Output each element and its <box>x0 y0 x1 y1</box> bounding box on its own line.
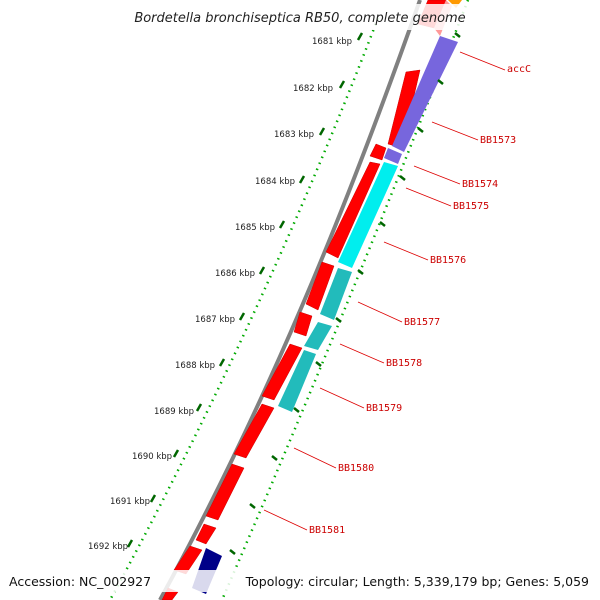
cds-arrow <box>369 143 387 161</box>
kbp-label: 1686 kbp <box>215 269 255 279</box>
reverse-strand-blocks <box>192 0 462 594</box>
teal-block <box>320 268 352 320</box>
map-title: Bordetella bronchiseptica RB50, complete… <box>134 11 465 26</box>
inner-ticks <box>229 32 461 555</box>
cds-arrow <box>325 161 381 259</box>
kbp-label: 1682 kbp <box>293 84 333 94</box>
gene-label: BB1581 <box>309 525 345 536</box>
gene-label: BB1575 <box>453 201 489 212</box>
kbp-label: 1681 kbp <box>312 37 352 47</box>
gene-label: accC <box>507 64 531 75</box>
kbp-label: 1684 kbp <box>255 177 295 187</box>
title-backdrop <box>120 4 480 30</box>
purple-block-small <box>384 148 402 164</box>
genome-stats-text: Topology: circular; Length: 5,339,179 bp… <box>245 574 589 589</box>
cyan-block <box>338 162 398 268</box>
cds-arrow <box>305 261 335 311</box>
kbp-labels: 1681 kbp 1682 kbp 1683 kbp 1684 kbp 1685… <box>88 37 352 552</box>
gene-label: BB1577 <box>404 317 440 328</box>
kbp-label: 1688 kbp <box>175 361 215 371</box>
accession-text: Accession: NC_002927 <box>9 574 151 589</box>
gene-labels: accC BB1573 BB1574 BB1575 BB1576 BB1577 … <box>309 64 531 536</box>
outer-dotted-track <box>108 17 380 600</box>
teal-block-3 <box>278 350 316 412</box>
gene-label: BB1576 <box>430 255 466 266</box>
kbp-ticks <box>126 32 364 548</box>
cds-arrow <box>261 343 303 401</box>
gene-label: BB1580 <box>338 463 374 474</box>
kbp-label: 1691 kbp <box>110 497 150 507</box>
teal-block-2 <box>304 322 332 350</box>
cds-arrow <box>205 463 245 521</box>
gene-label: BB1574 <box>462 179 498 190</box>
footer-backdrop <box>0 570 600 592</box>
cds-arrow <box>233 403 275 459</box>
gene-label: BB1578 <box>386 358 422 369</box>
gene-leader-lines <box>263 51 506 531</box>
backbone-line <box>158 0 422 600</box>
kbp-label: 1687 kbp <box>195 315 235 325</box>
kbp-label: 1685 kbp <box>235 223 275 233</box>
cds-arrow <box>173 545 203 575</box>
cds-arrow <box>195 523 217 545</box>
gene-label: BB1573 <box>480 135 516 146</box>
kbp-label: 1689 kbp <box>154 407 194 417</box>
kbp-label: 1683 kbp <box>274 130 314 140</box>
cds-arrow <box>293 311 313 337</box>
purple-block <box>392 36 458 152</box>
kbp-label: 1692 kbp <box>88 542 128 552</box>
gene-label: BB1579 <box>366 403 402 414</box>
kbp-label: 1690 kbp <box>132 452 172 462</box>
